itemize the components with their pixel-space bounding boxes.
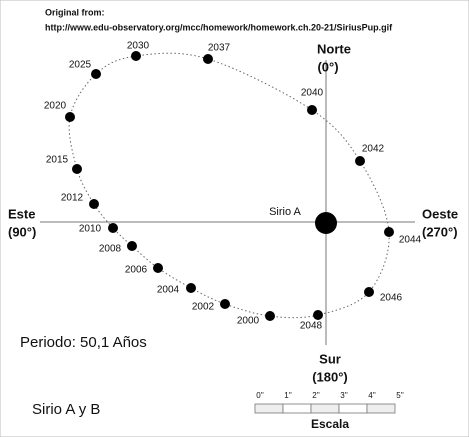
scale-segment xyxy=(254,403,284,414)
scale-tick-label: 0'' xyxy=(256,391,264,400)
scale-bar: 0'' 1'' 2'' 3'' 4'' 5'' xyxy=(254,391,404,414)
orbit-dot xyxy=(91,69,101,79)
west-name: Oeste xyxy=(422,206,458,221)
orbit-dot xyxy=(153,263,163,273)
period: Periodo: 50,1 Años xyxy=(20,334,147,351)
orbit-dot xyxy=(307,105,317,115)
south-name: Sur xyxy=(319,351,341,366)
scale-title: Escala xyxy=(311,417,349,431)
year-label: 2004 xyxy=(157,285,180,296)
star-label: Sirio A xyxy=(269,206,301,218)
year-label: 2000 xyxy=(237,316,260,327)
year-label: 2030 xyxy=(127,41,150,52)
scale-segment xyxy=(310,403,340,414)
title: Sirio A y B xyxy=(32,401,100,418)
east-name: Este xyxy=(8,206,35,221)
orbit-dot xyxy=(127,241,137,251)
year-label: 2015 xyxy=(46,155,69,166)
orbit-dot xyxy=(65,112,75,122)
year-label: 2020 xyxy=(44,101,67,112)
source-url: http://www.edu-observatory.org/mcc/homew… xyxy=(45,22,393,32)
scale-tick-label: 4'' xyxy=(368,391,376,400)
orbit-dot xyxy=(355,156,365,166)
orbit-dot xyxy=(384,227,394,237)
scale-tick-label: 2'' xyxy=(312,391,320,400)
year-label: 2048 xyxy=(300,321,323,332)
west-angle: (270°) xyxy=(422,224,458,239)
year-label: 2040 xyxy=(301,88,324,99)
source-label: Original from: xyxy=(45,7,105,17)
year-label: 2042 xyxy=(362,144,385,155)
year-label: 2025 xyxy=(69,60,92,71)
sirius-a xyxy=(315,212,337,234)
north-name: Norte xyxy=(317,41,351,56)
orbit-dot xyxy=(108,223,118,233)
orbit-dot xyxy=(313,310,323,320)
scale-tick-label: 3'' xyxy=(340,391,348,400)
scale-tick-label: 5'' xyxy=(396,391,404,400)
year-label: 2044 xyxy=(399,235,422,246)
year-label: 2010 xyxy=(79,224,102,235)
orbit-dot xyxy=(89,199,99,209)
scale-tick-label: 1'' xyxy=(284,391,292,400)
scale-segment xyxy=(282,403,312,414)
scale-segment xyxy=(366,403,396,414)
north-angle: (0°) xyxy=(317,59,338,74)
east-angle: (90°) xyxy=(8,224,36,239)
orbit-dot xyxy=(203,54,213,64)
orbit-dot xyxy=(72,164,82,174)
orbit-dot xyxy=(131,51,141,61)
orbit-dot xyxy=(364,287,374,297)
scale-segment xyxy=(338,403,368,414)
year-label: 2012 xyxy=(61,193,84,204)
year-label: 2046 xyxy=(380,293,403,304)
orbit-dot xyxy=(186,283,196,293)
year-label: 2037 xyxy=(208,43,231,54)
year-label: 2008 xyxy=(99,244,122,255)
south-angle: (180°) xyxy=(312,369,348,384)
orbit-dot xyxy=(220,299,230,309)
year-label: 2006 xyxy=(125,265,148,276)
orbit-dot xyxy=(265,311,275,321)
year-label: 2002 xyxy=(192,302,215,313)
